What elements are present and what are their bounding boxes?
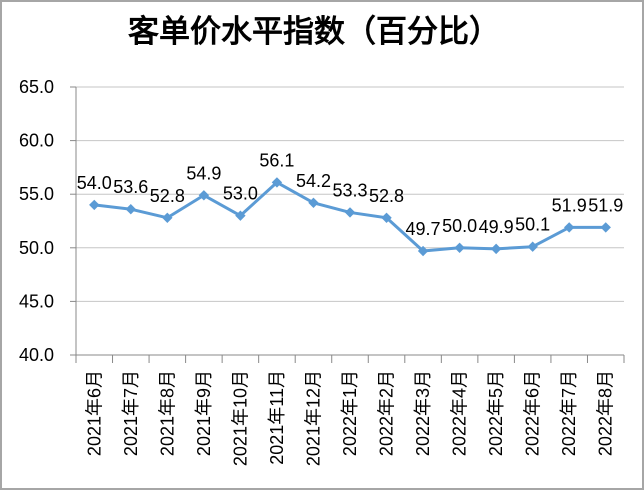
data-label: 56.1 <box>259 150 294 170</box>
data-label: 52.8 <box>369 186 404 206</box>
x-axis-tick-label: 2022年2月 <box>377 370 397 456</box>
data-point-marker <box>344 207 356 218</box>
data-point-marker <box>490 243 502 255</box>
x-axis-tick-label: 2021年9月 <box>194 370 214 456</box>
data-point-marker <box>564 222 575 233</box>
x-axis-tick-label: 2022年8月 <box>596 370 616 456</box>
data-point-marker <box>308 197 319 208</box>
data-label: 51.9 <box>588 195 623 215</box>
x-axis-tick-label: 2021年8月 <box>157 370 177 456</box>
data-point-marker <box>271 177 283 188</box>
data-label: 49.7 <box>406 219 441 239</box>
data-point-marker <box>417 245 429 257</box>
data-label: 53.0 <box>223 184 258 204</box>
y-axis-tick-label: 55.0 <box>19 184 54 204</box>
y-axis-tick-label: 65.0 <box>19 77 54 97</box>
x-axis-tick-label: 2021年7月 <box>121 370 141 456</box>
chart-title: 客单价水平指数（百分比） <box>128 14 500 50</box>
data-label: 54.0 <box>77 173 112 193</box>
data-point-marker <box>454 242 465 253</box>
x-axis-tick-label: 2021年10月 <box>230 370 250 466</box>
data-label: 53.3 <box>332 180 367 200</box>
y-axis-tick-label: 50.0 <box>19 238 54 258</box>
data-point-marker <box>600 222 611 233</box>
x-axis-tick-label: 2021年12月 <box>303 370 323 466</box>
data-label: 49.9 <box>479 217 514 237</box>
data-label: 52.8 <box>150 186 185 206</box>
y-axis-tick-label: 60.0 <box>19 131 54 151</box>
y-axis-tick-label: 40.0 <box>19 345 54 365</box>
data-label: 51.9 <box>552 195 587 215</box>
x-axis-tick-label: 2022年4月 <box>450 370 470 456</box>
data-point-marker <box>381 212 392 223</box>
data-point-marker <box>162 212 173 223</box>
data-label: 50.0 <box>442 216 477 236</box>
data-point-marker <box>198 190 210 201</box>
x-axis-tick-label: 2021年6月 <box>84 370 104 456</box>
x-axis-tick-label: 2022年7月 <box>559 370 579 456</box>
x-axis-tick-label: 2022年6月 <box>523 370 543 456</box>
data-point-marker <box>235 210 246 221</box>
data-point-marker <box>125 204 136 215</box>
data-point-marker <box>527 241 538 252</box>
data-label: 50.1 <box>515 215 550 235</box>
x-axis-tick-label: 2022年3月 <box>413 370 433 456</box>
x-axis-tick-label: 2021年11月 <box>267 370 287 465</box>
data-label: 53.6 <box>113 177 148 197</box>
data-label: 54.2 <box>296 171 331 191</box>
y-axis-tick-label: 45.0 <box>19 291 54 311</box>
data-label: 54.9 <box>186 163 221 183</box>
x-axis-tick-label: 2022年1月 <box>340 370 360 456</box>
data-point-marker <box>89 199 100 211</box>
x-axis-tick-label: 2022年5月 <box>486 370 506 456</box>
